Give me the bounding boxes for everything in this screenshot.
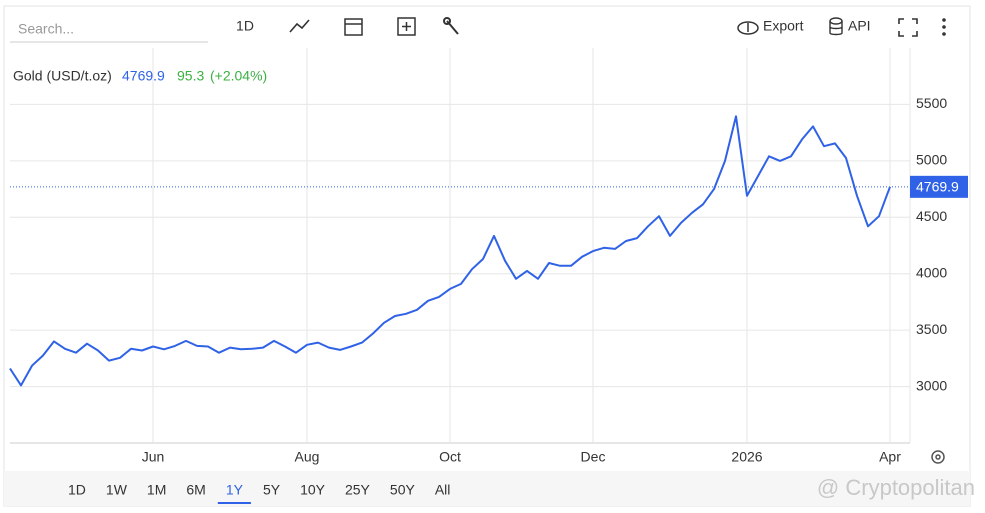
search-box[interactable]: Search... (18, 21, 74, 37)
y-tick-label: 5500 (916, 95, 947, 111)
range-bar (4, 471, 970, 506)
calendar-icon[interactable] (344, 18, 363, 36)
y-tick-label: 4000 (916, 264, 947, 280)
export-icon[interactable] (737, 21, 759, 35)
y-tick-label: 4500 (916, 208, 947, 224)
y-tick-label: 5000 (916, 152, 947, 168)
range-button[interactable]: 1W (106, 482, 128, 498)
change-percent: (+2.04%) (210, 68, 267, 84)
x-tick-label: Apr (879, 449, 901, 465)
y-tick-label: 3000 (916, 377, 947, 393)
frame (3, 5, 971, 507)
range-button[interactable]: 5Y (263, 482, 281, 498)
x-tick-label: Aug (295, 449, 320, 465)
x-tick-label: Oct (439, 449, 461, 465)
range-button[interactable]: 1M (147, 482, 166, 498)
y-tick-label: 3500 (916, 321, 947, 337)
compare-icon[interactable] (397, 17, 416, 36)
last-value-tag (910, 175, 968, 198)
range-button[interactable]: All (435, 482, 451, 498)
range-button[interactable]: 6M (186, 482, 205, 498)
menu-icon[interactable] (942, 18, 946, 36)
change: 95.3 (177, 68, 204, 84)
fullscreen-icon[interactable] (898, 18, 918, 37)
export-button[interactable]: Export (763, 18, 804, 34)
range-button[interactable]: 50Y (390, 482, 416, 498)
range-button[interactable]: 1Y (226, 482, 244, 498)
settings-wrench-icon[interactable] (443, 17, 459, 35)
price-line (9, 115, 891, 387)
period-button[interactable]: 1D (236, 18, 254, 34)
watermark: @ Cryptopolitan (817, 475, 975, 500)
series-name: Gold (USD/t.oz) (13, 68, 112, 84)
api-icon[interactable] (829, 17, 843, 36)
x-tick-label: Dec (581, 449, 606, 465)
x-tick-label: Jun (142, 449, 165, 465)
range-button[interactable]: 10Y (300, 482, 326, 498)
gear-icon[interactable] (931, 450, 945, 464)
api-button[interactable]: API (848, 18, 871, 34)
last-value-label: 4769.9 (916, 179, 959, 195)
chart-type-icon[interactable] (289, 19, 310, 33)
x-tick-label: 2026 (731, 449, 762, 465)
last-value: 4769.9 (122, 68, 165, 84)
range-button[interactable]: 25Y (345, 482, 371, 498)
range-button[interactable]: 1D (68, 482, 86, 498)
